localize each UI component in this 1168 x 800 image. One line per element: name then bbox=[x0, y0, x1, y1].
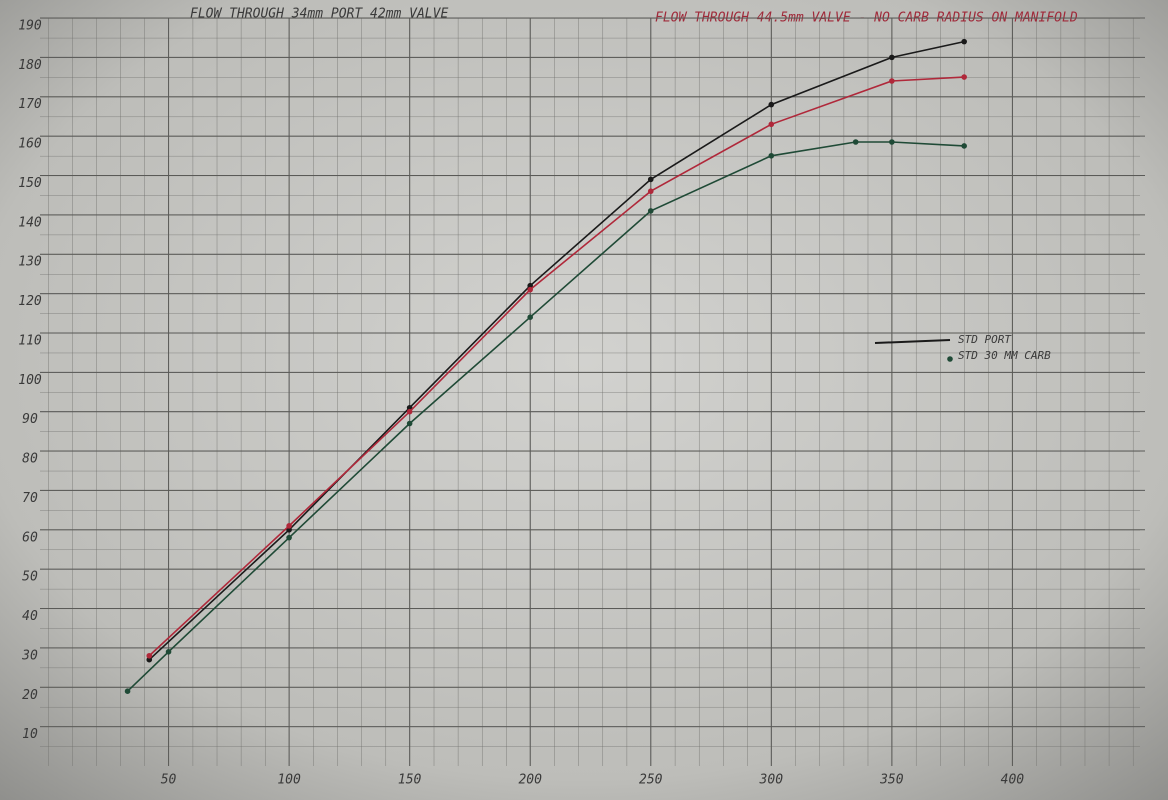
y-tick-label: 110 bbox=[18, 333, 42, 348]
data-point bbox=[527, 314, 533, 321]
series-line bbox=[127, 141, 965, 692]
data-point bbox=[852, 139, 859, 145]
y-tick-label: 20 bbox=[22, 688, 38, 703]
data-point bbox=[889, 139, 895, 145]
y-tick-label: 120 bbox=[18, 294, 42, 309]
x-tick-label: 200 bbox=[518, 773, 542, 788]
data-point bbox=[768, 121, 775, 128]
y-tick-label: 80 bbox=[22, 452, 38, 467]
data-point bbox=[146, 652, 153, 659]
y-tick-label: 90 bbox=[22, 412, 38, 427]
data-point bbox=[961, 143, 967, 149]
data-point bbox=[124, 688, 131, 694]
data-point bbox=[768, 101, 775, 108]
data-point bbox=[527, 286, 533, 293]
data-point bbox=[527, 282, 533, 289]
data-point bbox=[286, 523, 292, 529]
y-tick-label: 160 bbox=[18, 137, 42, 152]
y-tick-label: 190 bbox=[18, 19, 42, 34]
data-point bbox=[889, 78, 895, 84]
graph-paper-grid bbox=[40, 18, 1140, 766]
y-tick-label: 100 bbox=[18, 373, 42, 388]
series-line bbox=[148, 76, 965, 657]
y-tick-label: 10 bbox=[22, 727, 38, 742]
data-point bbox=[889, 54, 895, 61]
data-point bbox=[961, 74, 967, 80]
x-tick-label: 300 bbox=[759, 773, 784, 788]
y-tick-label: 180 bbox=[18, 58, 42, 73]
x-tick-label: 400 bbox=[1001, 773, 1025, 788]
y-tick-label: 40 bbox=[22, 609, 38, 624]
legend-swatch bbox=[947, 356, 953, 362]
x-tick-label: 100 bbox=[277, 773, 301, 788]
x-tick-label: 50 bbox=[161, 773, 177, 788]
legend-label: STD PORT bbox=[958, 333, 1012, 346]
x-tick-label: 250 bbox=[639, 773, 663, 788]
data-point bbox=[286, 534, 292, 541]
y-tick-label: 130 bbox=[18, 255, 42, 270]
data-point bbox=[647, 176, 654, 183]
y-tick-label: 140 bbox=[18, 215, 42, 230]
data-point bbox=[406, 420, 413, 427]
y-tick-label: 70 bbox=[22, 491, 38, 506]
x-tick-label: 150 bbox=[398, 773, 422, 788]
data-point bbox=[768, 152, 775, 159]
data-point bbox=[165, 649, 172, 655]
y-tick-label: 50 bbox=[22, 570, 38, 585]
y-tick-label: 30 bbox=[21, 648, 38, 663]
data-point bbox=[286, 526, 292, 533]
legend-label: STD 30 MM CARB bbox=[958, 349, 1051, 362]
y-tick-label: 170 bbox=[18, 97, 42, 112]
data-point bbox=[961, 38, 967, 45]
data-point bbox=[406, 408, 413, 415]
x-tick-label: 350 bbox=[879, 773, 904, 788]
legend-swatch bbox=[874, 339, 951, 344]
series-line bbox=[148, 40, 965, 661]
data-point bbox=[647, 208, 654, 214]
data-point bbox=[647, 188, 654, 195]
data-point bbox=[146, 656, 153, 663]
y-tick-label: 150 bbox=[18, 176, 42, 191]
y-tick-label: 60 bbox=[22, 530, 38, 545]
